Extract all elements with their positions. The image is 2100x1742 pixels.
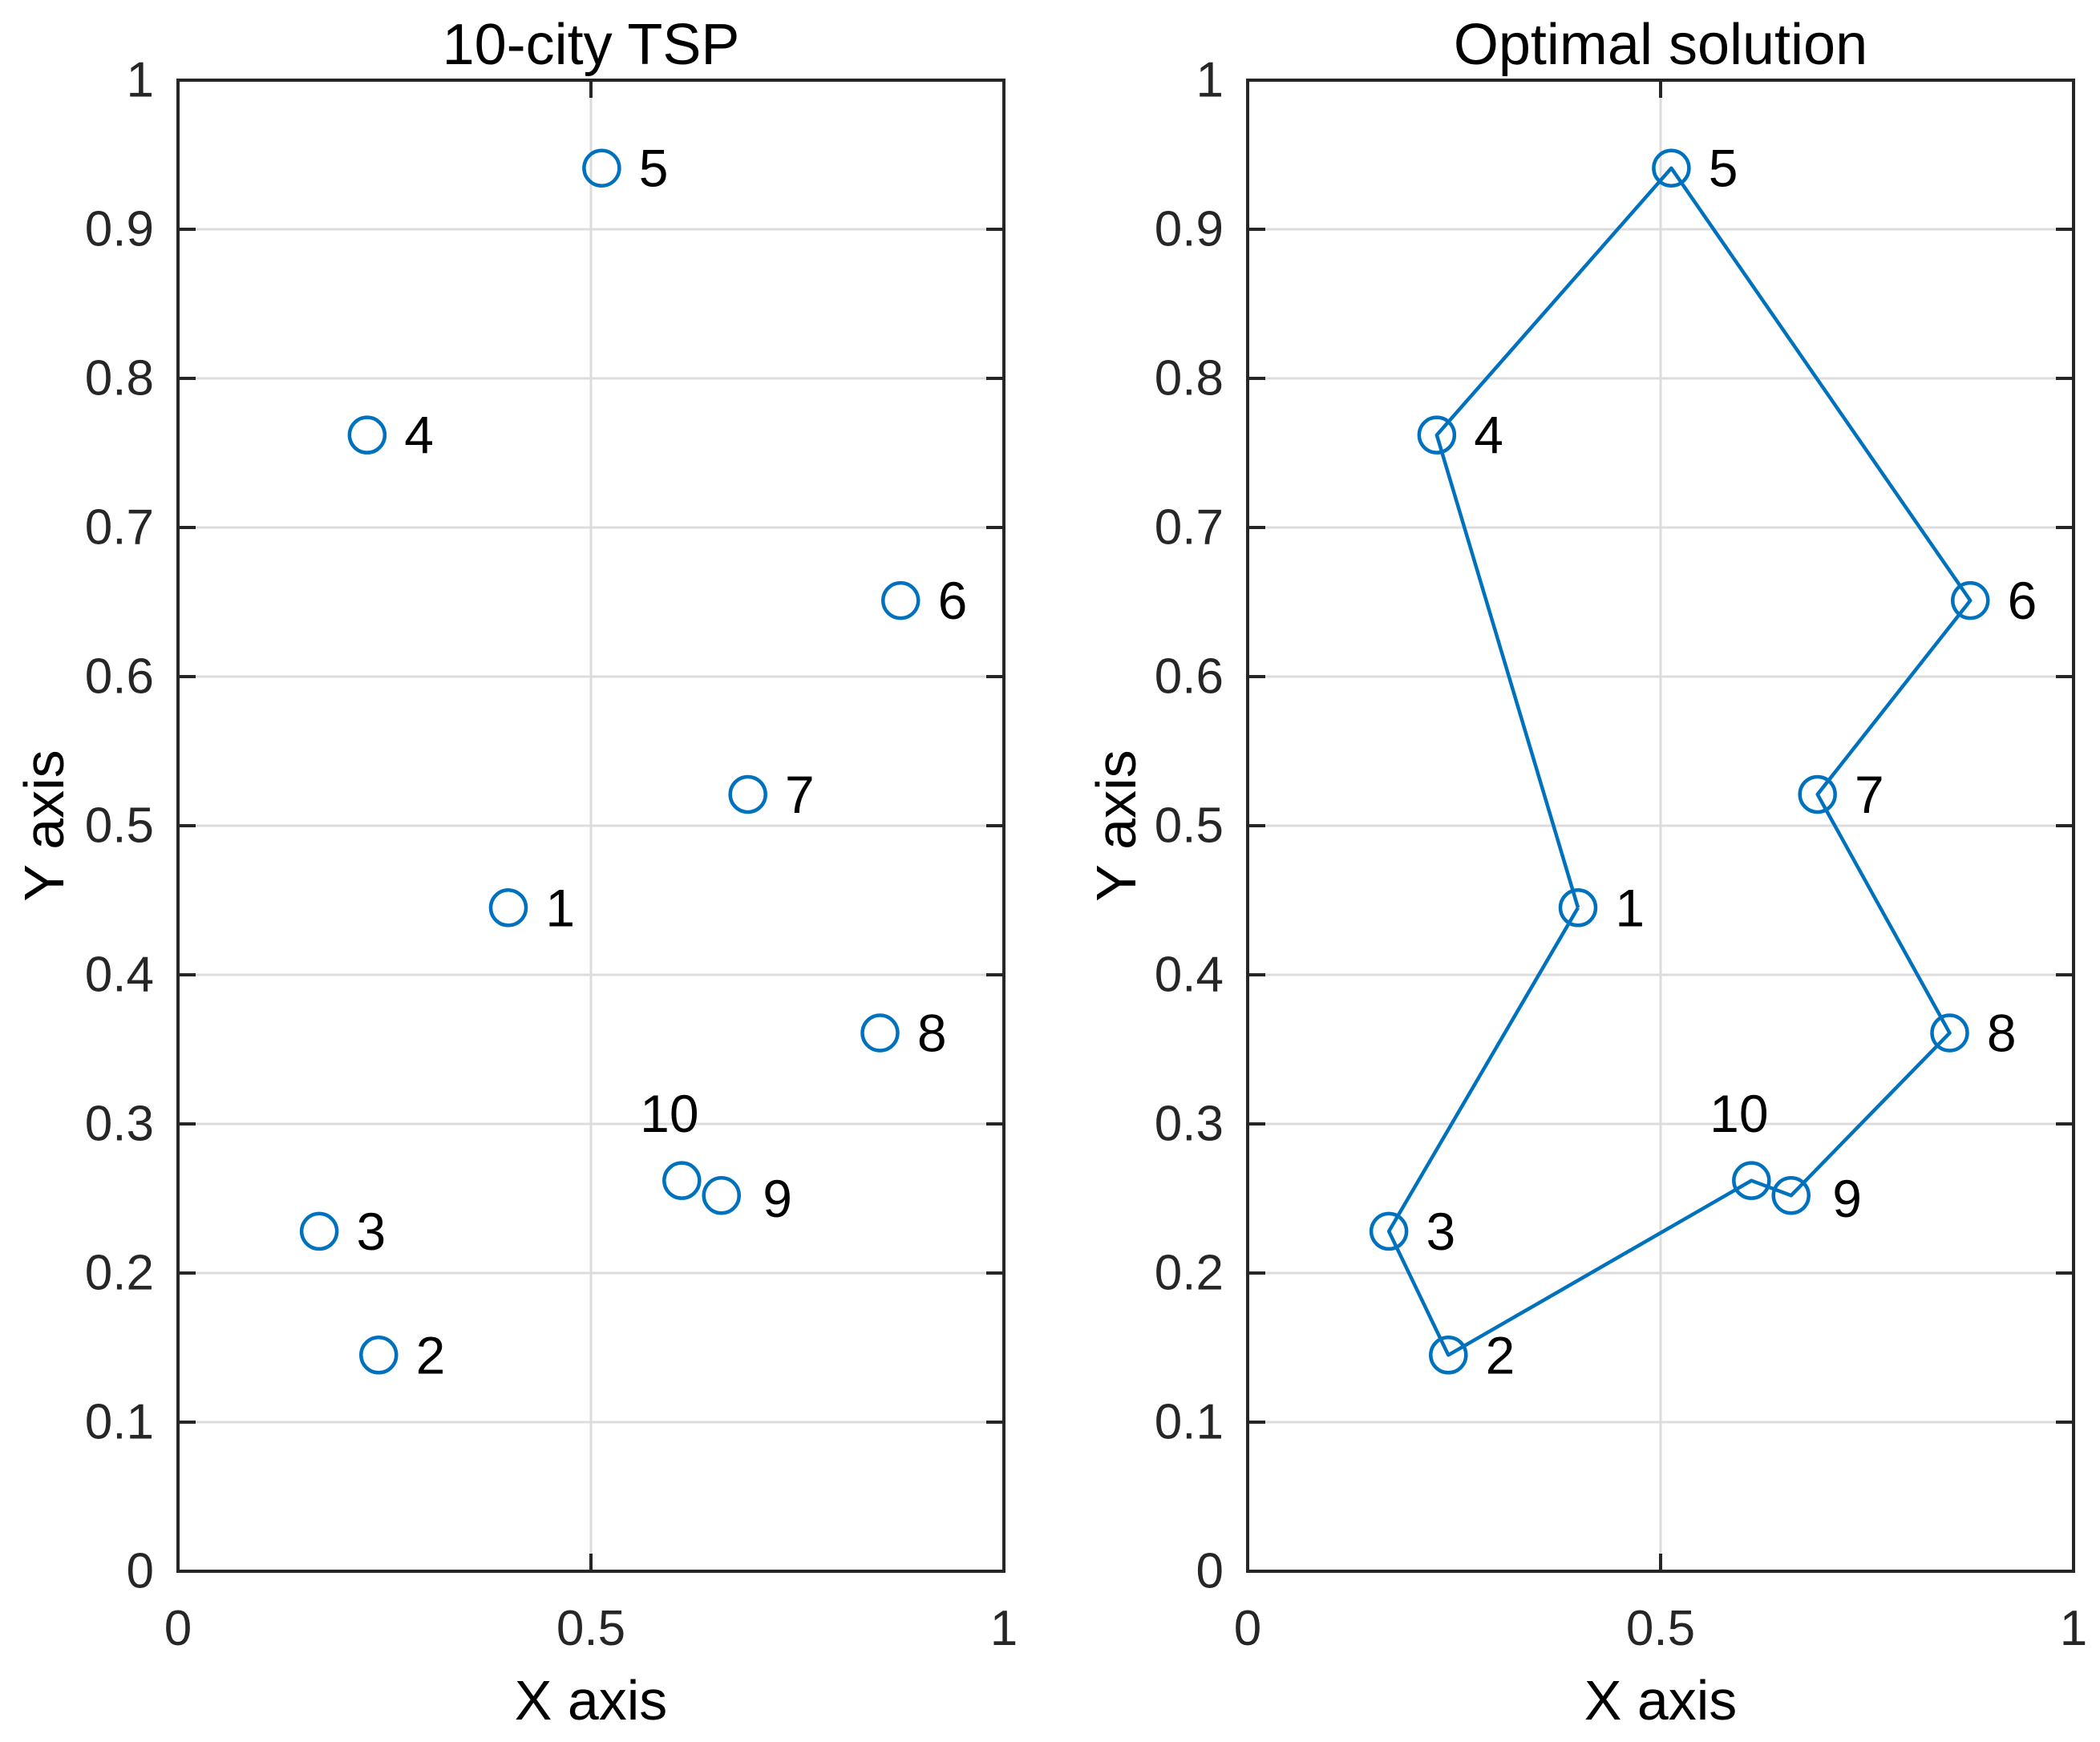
city-label: 6 (938, 571, 968, 630)
left-plot-title: 10-city TSP (443, 13, 740, 77)
y-tick-label: 0.8 (1155, 351, 1224, 406)
city-marker (662, 1161, 702, 1200)
y-tick-label: 0.3 (1155, 1097, 1224, 1152)
x-tick-label: 1 (990, 1601, 1018, 1656)
city-marker (881, 580, 921, 620)
city-marker (1369, 1211, 1409, 1251)
city-label: 4 (1474, 406, 1503, 465)
city-label: 10 (1710, 1084, 1768, 1143)
city-marker (1930, 1013, 1969, 1053)
city-label: 2 (1486, 1325, 1515, 1384)
city-label: 7 (785, 765, 815, 824)
city-marker (1558, 888, 1598, 928)
y-tick-label: 0.3 (85, 1097, 154, 1152)
y-tick-label: 0.4 (1155, 948, 1224, 1003)
city-label: 1 (1615, 878, 1645, 937)
x-tick-label: 1 (2060, 1601, 2087, 1656)
city-marker (1429, 1336, 1468, 1375)
y-tick-label: 0.6 (85, 649, 154, 705)
city-marker (299, 1211, 339, 1251)
y-tick-label: 0.7 (1155, 500, 1224, 556)
city-marker (582, 148, 621, 188)
y-tick-label: 1 (127, 53, 154, 108)
right-plot-title: Optimal solution (1454, 13, 1867, 77)
city-label: 9 (1832, 1169, 1862, 1228)
x-tick-label: 0 (1234, 1601, 1261, 1656)
city-marker (702, 1176, 741, 1215)
city-label: 8 (917, 1004, 947, 1063)
tour-path (1386, 166, 1973, 1357)
x-tick-label: 0.5 (1626, 1601, 1695, 1656)
y-tick-label: 0.2 (85, 1246, 154, 1301)
city-label: 2 (416, 1325, 446, 1384)
y-tick-label: 0.7 (85, 500, 154, 556)
left-y-axis-label: Y axis (13, 750, 75, 901)
y-tick-label: 0.4 (85, 948, 154, 1003)
y-tick-label: 0.5 (1155, 798, 1224, 854)
city-label: 4 (404, 406, 434, 465)
city-marker (728, 774, 767, 814)
city-marker (1951, 580, 1990, 620)
x-tick-label: 0.5 (556, 1601, 625, 1656)
city-marker (488, 888, 528, 928)
y-tick-label: 0 (1196, 1544, 1224, 1599)
right-y-axis-label: Y axis (1085, 750, 1147, 901)
city-label: 5 (1709, 139, 1738, 198)
y-tick-label: 0.9 (85, 202, 154, 257)
city-label: 9 (763, 1169, 792, 1228)
y-tick-label: 0.2 (1155, 1246, 1224, 1301)
y-tick-label: 0.9 (1155, 202, 1224, 257)
city-label: 6 (2008, 571, 2037, 630)
x-tick-label: 0 (164, 1601, 192, 1656)
city-marker (1771, 1176, 1811, 1215)
city-marker (347, 415, 387, 455)
y-tick-label: 0.1 (1155, 1395, 1224, 1450)
y-tick-label: 0.5 (85, 798, 154, 854)
city-marker (1798, 774, 1837, 814)
right-x-axis-label: X axis (1584, 1669, 1738, 1732)
city-marker (359, 1336, 399, 1375)
city-marker (1417, 415, 1457, 455)
y-tick-label: 0.1 (85, 1395, 154, 1450)
y-tick-label: 0.6 (1155, 649, 1224, 705)
city-label: 3 (356, 1202, 386, 1261)
y-tick-label: 0 (127, 1544, 154, 1599)
y-tick-label: 1 (1196, 53, 1224, 108)
city-label: 1 (545, 878, 575, 937)
city-label: 8 (1987, 1004, 2017, 1063)
city-label: 10 (640, 1084, 698, 1143)
city-label: 3 (1426, 1202, 1455, 1261)
left-x-axis-label: X axis (515, 1669, 668, 1732)
city-label: 7 (1855, 765, 1884, 824)
city-marker (860, 1013, 900, 1053)
city-marker (1732, 1161, 1771, 1200)
city-label: 5 (639, 139, 669, 198)
y-tick-label: 0.8 (85, 351, 154, 406)
city-marker (1652, 148, 1691, 188)
